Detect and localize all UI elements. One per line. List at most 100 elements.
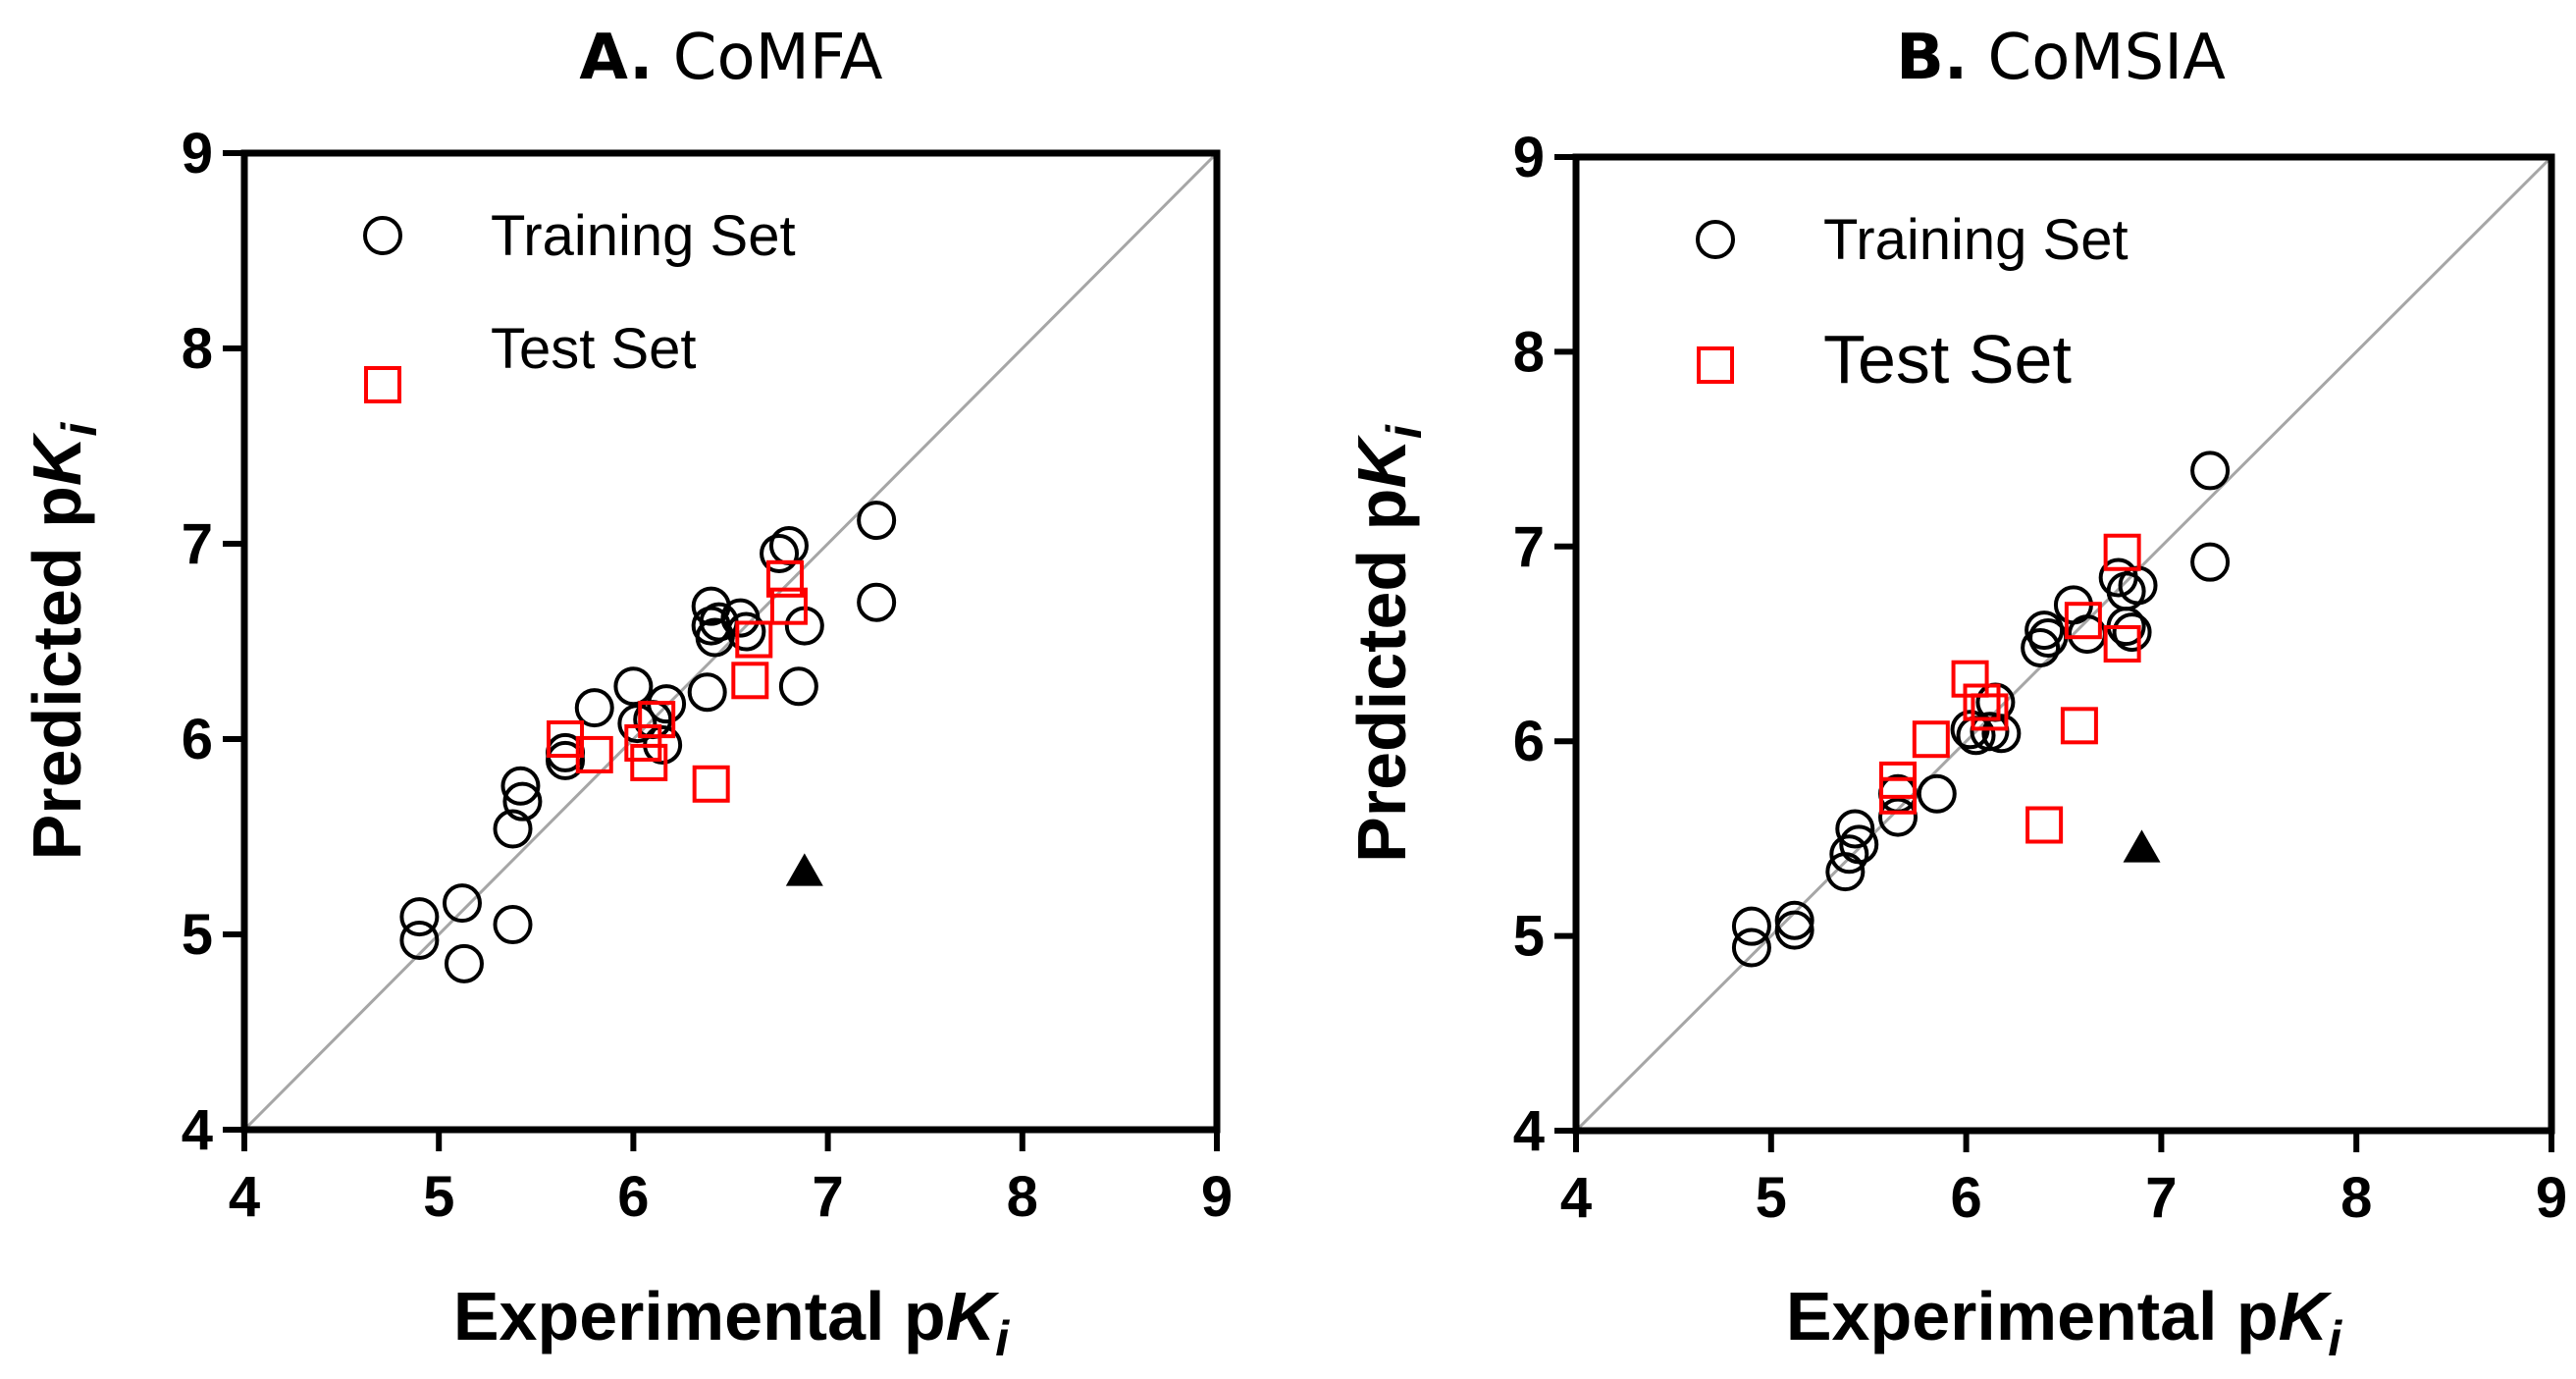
data-point — [1971, 693, 2009, 731]
plot-frame — [1572, 153, 2555, 1135]
data-point — [768, 525, 809, 565]
series-test-set — [1879, 533, 2141, 844]
x-axis-label: Experimental pKi — [1786, 1278, 2342, 1366]
data-point — [624, 723, 662, 762]
data-point — [2112, 612, 2152, 653]
panel-name: CoMSIA — [1968, 22, 2226, 94]
legend-label-test: Test Set — [491, 317, 697, 381]
y-tick-label: 4 — [1513, 1099, 1545, 1163]
x-tick-label: 8 — [2340, 1166, 2372, 1230]
data-point — [1731, 928, 1771, 968]
data-point — [638, 701, 676, 739]
data-point — [2118, 565, 2158, 606]
x-tick-label: 9 — [2536, 1166, 2567, 1230]
x-tick-label: 9 — [1201, 1165, 1233, 1229]
data-point — [493, 809, 533, 849]
legend: Training Set Test Set — [1696, 208, 2129, 398]
data-point — [731, 662, 769, 700]
x-tick-label: 6 — [1950, 1166, 1981, 1230]
y-tick-label: 7 — [182, 512, 213, 576]
data-point — [613, 666, 654, 707]
data-point — [2123, 829, 2161, 863]
x-axis-label-k: K — [2279, 1278, 2333, 1354]
data-point — [1839, 824, 1879, 865]
y-axis-label: Predicted pKi — [19, 422, 107, 861]
panel-title: B. CoMSIA — [1896, 22, 2226, 94]
data-point — [769, 587, 808, 625]
series-training-set — [399, 501, 897, 983]
y-tick-label: 5 — [182, 903, 213, 967]
data-point — [765, 559, 804, 598]
y-tick-label: 8 — [1513, 320, 1545, 384]
data-point — [399, 920, 440, 960]
x-axis-label-sub: i — [2328, 1311, 2342, 1366]
y-axis-label-k: K — [19, 432, 95, 486]
data-point — [1912, 720, 1950, 759]
panel-letter: B. — [1896, 22, 1968, 94]
y-tick-label: 8 — [182, 317, 213, 381]
plot-frame — [240, 149, 1221, 1134]
x-axis-label-main: Experimental p — [453, 1278, 946, 1354]
data-point — [617, 704, 657, 744]
y-axis-label-main: Predicted p — [19, 486, 95, 860]
x-axis-label-k: K — [946, 1278, 1000, 1354]
y-axis-label-k: K — [1343, 435, 1420, 489]
data-point — [735, 620, 773, 659]
x-axis-label: Experimental pKi — [453, 1278, 1010, 1366]
x-tick-label: 4 — [229, 1165, 260, 1229]
data-point — [857, 501, 897, 541]
data-point — [1981, 714, 2022, 754]
x-tick-label: 8 — [1007, 1165, 1038, 1229]
data-point — [2103, 533, 2141, 571]
legend-marker-training — [363, 216, 402, 255]
data-point — [2190, 542, 2231, 582]
data-point — [444, 943, 484, 983]
data-point — [695, 617, 735, 658]
data-point — [1917, 773, 1957, 814]
data-point — [1835, 809, 1875, 849]
legend-label-training: Training Set — [491, 204, 796, 268]
data-point — [778, 666, 818, 707]
x-tick-label: 7 — [812, 1165, 843, 1229]
data-point — [630, 743, 668, 781]
data-point — [1774, 900, 1814, 940]
y-tick-label: 9 — [1513, 126, 1545, 189]
y-axis-label-main: Predicted p — [1343, 489, 1420, 863]
data-point — [399, 897, 440, 937]
data-point — [1774, 910, 1814, 950]
x-tick-label: 7 — [2145, 1166, 2177, 1230]
data-point — [546, 740, 586, 780]
x-axis-label-main: Experimental p — [1786, 1278, 2279, 1354]
y-tick-label: 7 — [1513, 515, 1545, 579]
data-point — [2103, 625, 2141, 663]
panel-title: A. CoMFA — [579, 22, 882, 94]
x-axis-label-sub: i — [995, 1311, 1010, 1366]
series-outlier — [785, 853, 823, 886]
x-tick-label: 6 — [617, 1165, 649, 1229]
legend-label-training: Training Set — [1823, 208, 2129, 272]
data-point — [574, 688, 614, 728]
y-tick-label: 5 — [1513, 905, 1545, 969]
x-tick-label: 5 — [423, 1165, 454, 1229]
legend-marker-test — [364, 366, 401, 403]
y-axis-label-sub: i — [52, 422, 107, 437]
y-axis-label-sub: i — [1377, 424, 1432, 439]
legend-marker-training — [1696, 220, 1735, 259]
series-outlier — [2123, 829, 2161, 863]
data-point — [575, 735, 613, 773]
data-point — [1731, 906, 1771, 946]
data-point — [502, 781, 543, 822]
y-tick-label: 4 — [182, 1098, 213, 1162]
data-point — [1878, 797, 1919, 837]
y-axis-label: Predicted pKi — [1343, 424, 1432, 863]
legend-label-test: Test Set — [1823, 321, 2072, 398]
x-tick-label: 4 — [1560, 1166, 1592, 1230]
data-point — [2060, 707, 2098, 745]
data-point — [442, 883, 482, 924]
data-point — [1963, 683, 2001, 721]
legend: Training Set Test Set — [363, 204, 796, 403]
y-tick-label: 6 — [182, 708, 213, 771]
data-point — [1879, 776, 1918, 815]
